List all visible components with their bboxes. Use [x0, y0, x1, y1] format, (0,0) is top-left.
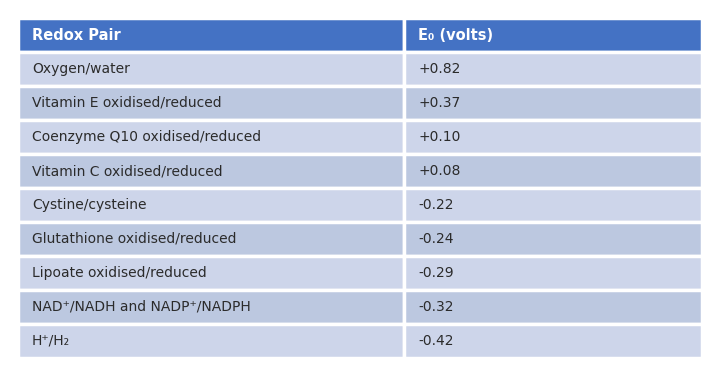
- Text: Glutathione oxidised/reduced: Glutathione oxidised/reduced: [32, 232, 236, 246]
- FancyBboxPatch shape: [18, 154, 405, 188]
- Text: -0.22: -0.22: [418, 198, 454, 212]
- FancyBboxPatch shape: [405, 52, 702, 86]
- Text: E₀ (volts): E₀ (volts): [418, 28, 494, 43]
- Text: -0.24: -0.24: [418, 232, 454, 246]
- FancyBboxPatch shape: [18, 120, 405, 154]
- Text: Cystine/cysteine: Cystine/cysteine: [32, 198, 146, 212]
- FancyBboxPatch shape: [18, 256, 405, 290]
- Text: -0.32: -0.32: [418, 300, 454, 314]
- Text: Redox Pair: Redox Pair: [32, 28, 121, 43]
- FancyBboxPatch shape: [405, 188, 702, 222]
- FancyBboxPatch shape: [18, 324, 405, 358]
- FancyBboxPatch shape: [405, 324, 702, 358]
- Text: Coenzyme Q10 oxidised/reduced: Coenzyme Q10 oxidised/reduced: [32, 130, 261, 144]
- FancyBboxPatch shape: [18, 52, 405, 86]
- Text: Oxygen/water: Oxygen/water: [32, 62, 130, 76]
- FancyBboxPatch shape: [18, 290, 405, 324]
- Text: +0.82: +0.82: [418, 62, 461, 76]
- Text: -0.42: -0.42: [418, 334, 454, 348]
- Text: H⁺/H₂: H⁺/H₂: [32, 334, 70, 348]
- Text: Vitamin C oxidised/reduced: Vitamin C oxidised/reduced: [32, 164, 222, 178]
- FancyBboxPatch shape: [405, 18, 702, 52]
- FancyBboxPatch shape: [405, 86, 702, 120]
- Text: +0.37: +0.37: [418, 96, 461, 110]
- FancyBboxPatch shape: [18, 18, 405, 52]
- Text: +0.10: +0.10: [418, 130, 461, 144]
- FancyBboxPatch shape: [405, 154, 702, 188]
- FancyBboxPatch shape: [18, 188, 405, 222]
- FancyBboxPatch shape: [405, 256, 702, 290]
- FancyBboxPatch shape: [18, 86, 405, 120]
- FancyBboxPatch shape: [18, 222, 405, 256]
- Text: +0.08: +0.08: [418, 164, 461, 178]
- FancyBboxPatch shape: [405, 290, 702, 324]
- Text: Lipoate oxidised/reduced: Lipoate oxidised/reduced: [32, 266, 207, 280]
- Text: NAD⁺/NADH and NADP⁺/NADPH: NAD⁺/NADH and NADP⁺/NADPH: [32, 300, 251, 314]
- FancyBboxPatch shape: [405, 222, 702, 256]
- FancyBboxPatch shape: [405, 120, 702, 154]
- Text: -0.29: -0.29: [418, 266, 454, 280]
- Text: Vitamin E oxidised/reduced: Vitamin E oxidised/reduced: [32, 96, 222, 110]
